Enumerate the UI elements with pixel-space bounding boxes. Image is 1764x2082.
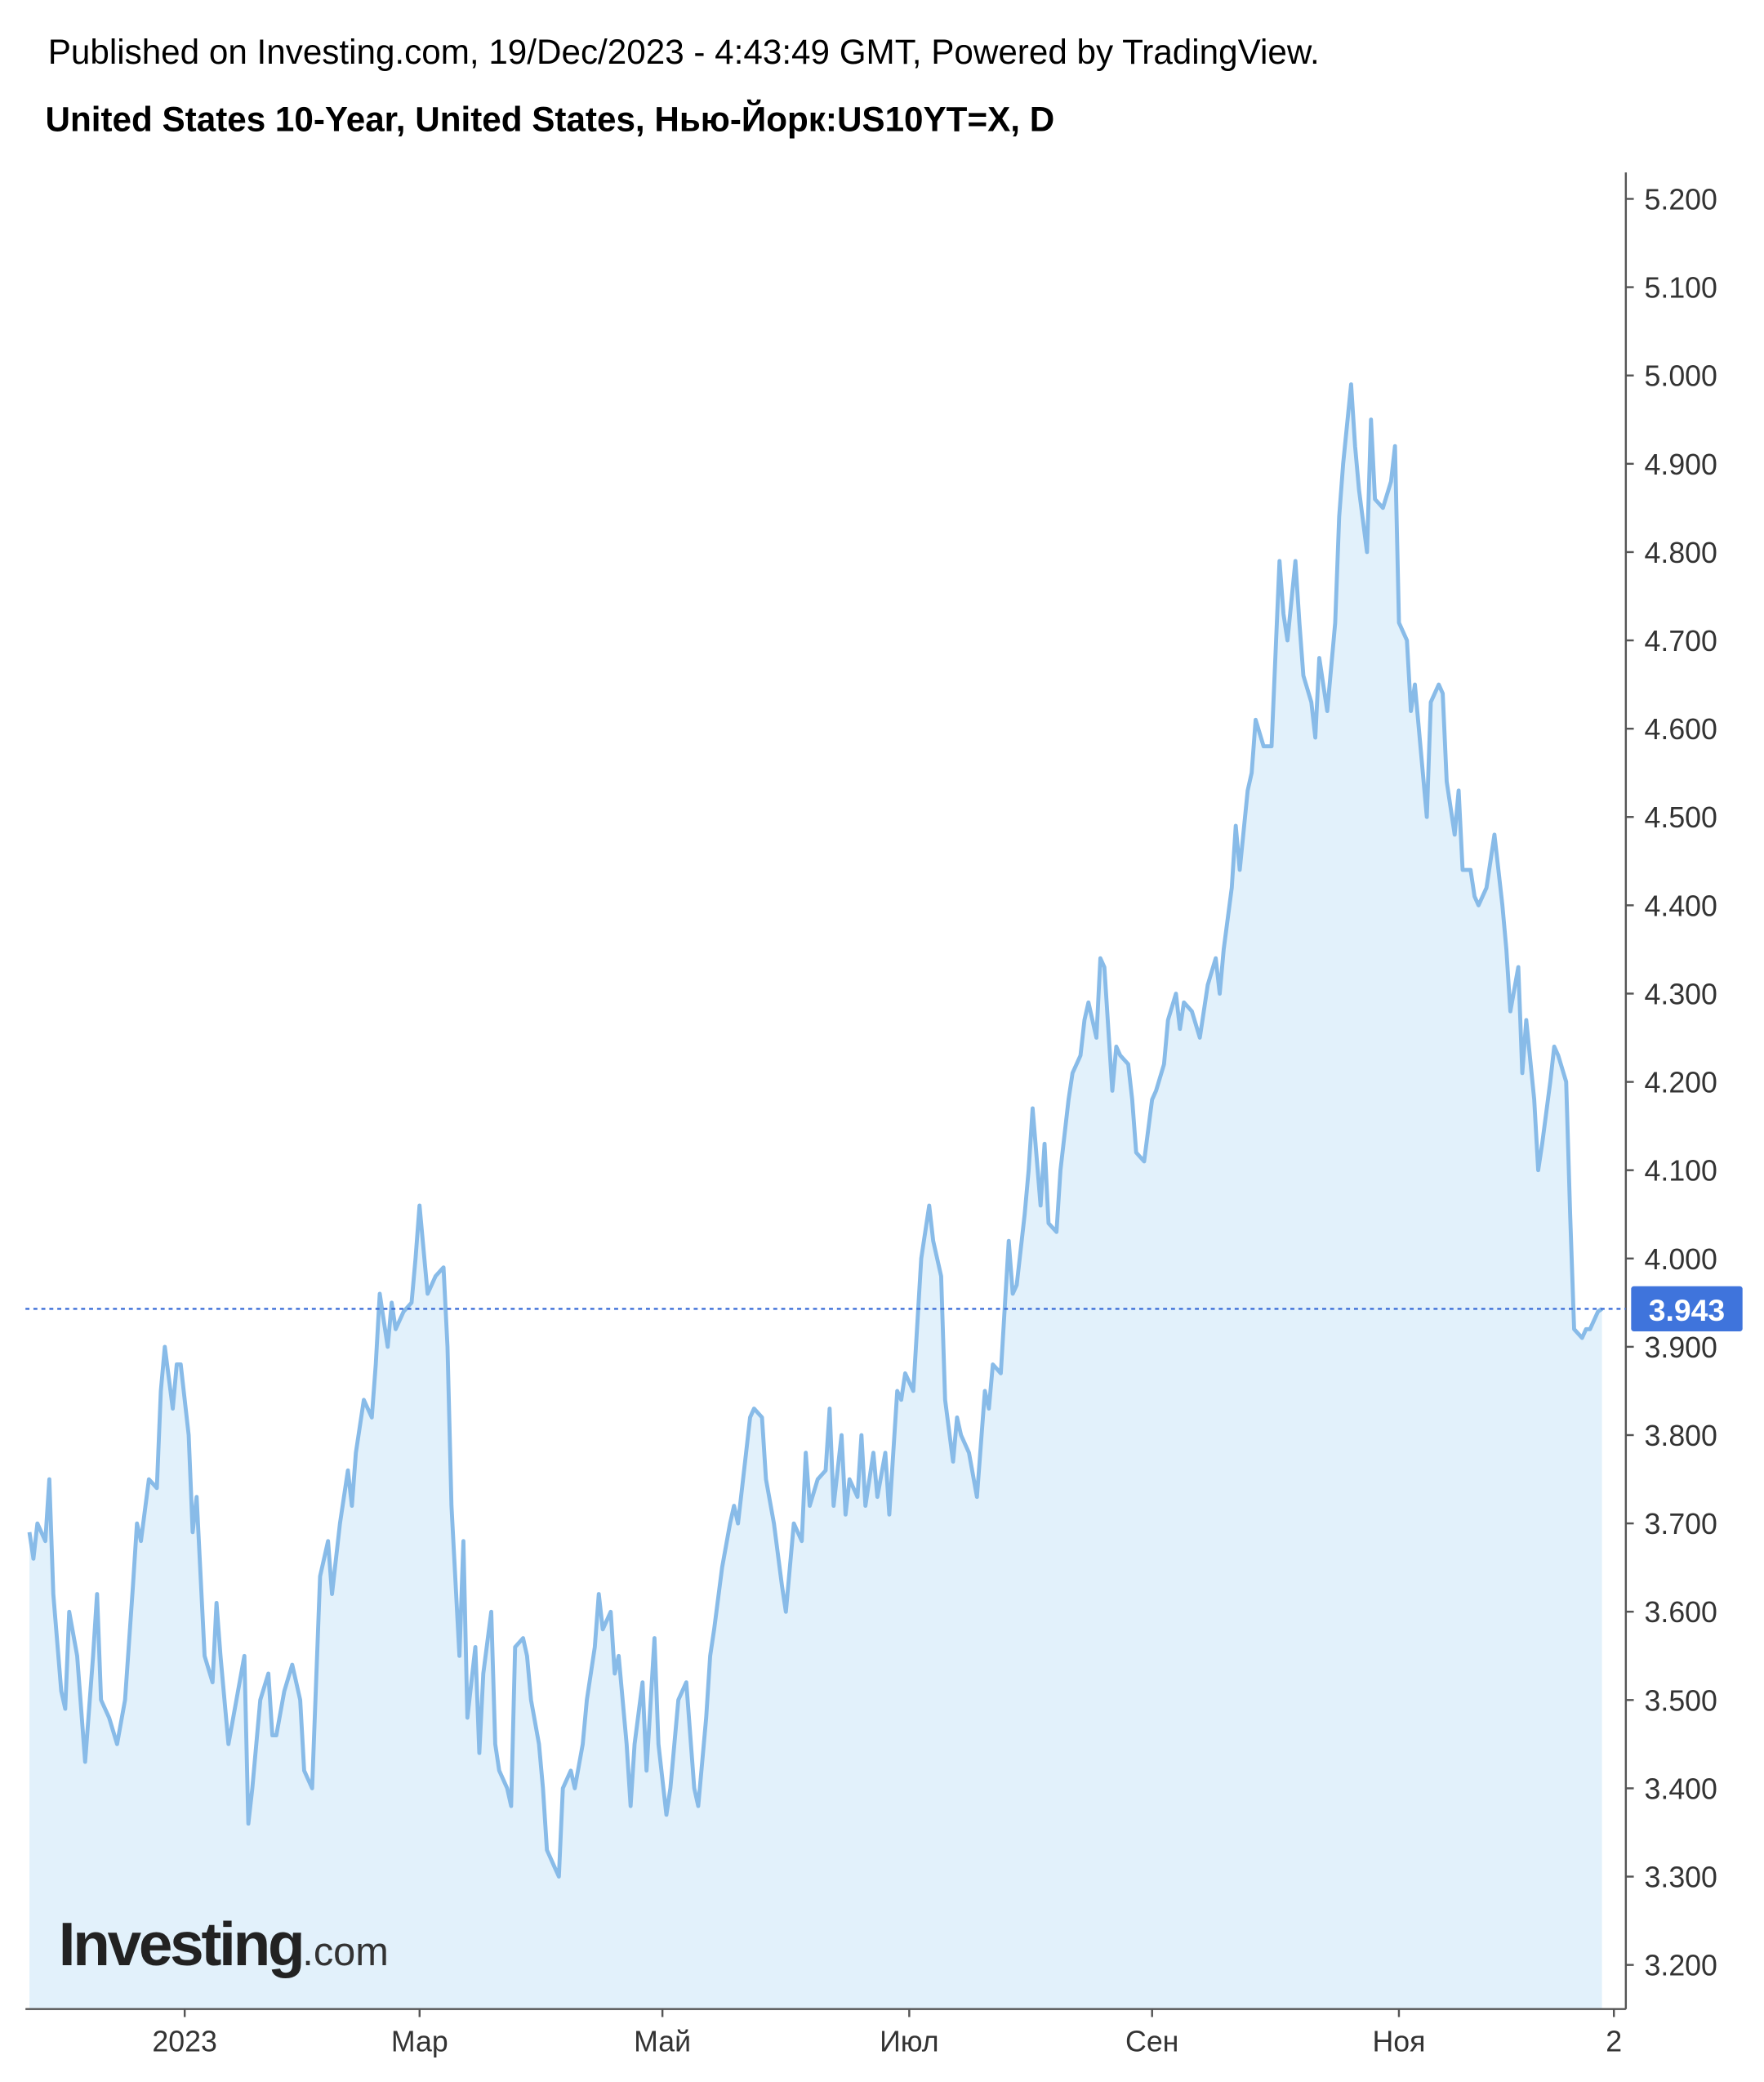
last-value-badge (1631, 1286, 1743, 1332)
y-tick-label: 4.600 (1645, 713, 1717, 746)
x-tick-label: Июл (880, 2026, 939, 2058)
x-tick-label: 2023 (152, 2026, 216, 2058)
y-tick-label: 3.900 (1645, 1331, 1717, 1364)
x-tick-label: Мар (391, 2026, 448, 2058)
x-tick-label: Сен (1125, 2026, 1178, 2058)
watermark: Investing.com (59, 1910, 389, 1978)
y-tick-label: 5.000 (1645, 360, 1717, 393)
watermark-suffix: .com (302, 1930, 389, 1974)
instrument-title: United States 10-Year, United States, Нь… (46, 100, 1055, 139)
y-tick-label: 4.400 (1645, 889, 1717, 922)
x-tick-label: Ноя (1372, 2026, 1425, 2058)
y-tick-label: 3.300 (1645, 1861, 1717, 1894)
last-value-label: 3.943 (1649, 1293, 1725, 1327)
y-tick-label: 4.200 (1645, 1067, 1717, 1099)
y-tick-label: 3.500 (1645, 1684, 1717, 1717)
y-tick-label: 4.800 (1645, 537, 1717, 569)
x-tick-label: 2 (1606, 2026, 1622, 2058)
y-tick-label: 4.900 (1645, 448, 1717, 481)
y-tick-label: 4.000 (1645, 1243, 1717, 1276)
y-tick-label: 3.800 (1645, 1420, 1717, 1452)
area-fill (29, 384, 1602, 2009)
watermark-brand: Investing (59, 1910, 303, 1978)
line (27, 382, 1603, 1879)
y-tick-label: 4.300 (1645, 978, 1717, 1010)
y-tick-label: 5.200 (1645, 183, 1717, 216)
y-tick-label: 3.200 (1645, 1950, 1717, 1982)
x-tick-label: Май (634, 2026, 691, 2058)
plot-area: 3.200 3.300 3.400 3.500 3.600 3.700 3.800 3.900… (25, 172, 1743, 2058)
y-tick-label: 5.100 (1645, 272, 1717, 305)
published-note: Published on Investing.com, 19/Dec/2023 … (48, 33, 1320, 71)
y-tick-label: 3.400 (1645, 1772, 1717, 1805)
y-tick-label: 4.500 (1645, 801, 1717, 834)
y-tick-label: 3.700 (1645, 1508, 1717, 1540)
y-tick-label: 4.100 (1645, 1155, 1717, 1188)
y-tick-label: 4.700 (1645, 625, 1717, 658)
y-tick-label: 3.600 (1645, 1596, 1717, 1629)
